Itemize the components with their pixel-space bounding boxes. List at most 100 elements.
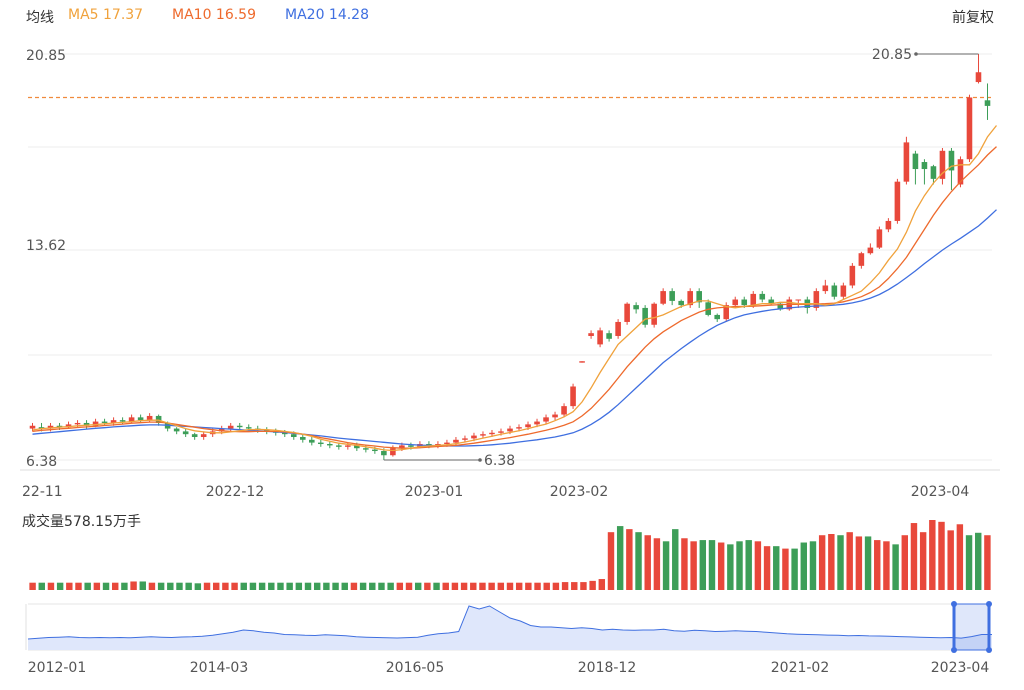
overview-date-label: 2021-02 [771,660,830,676]
date-tick-label: 22-11 [22,484,63,500]
volume-bar [965,535,973,590]
volume-bar [828,534,835,590]
volume-bar [561,582,569,590]
volume-bar [112,582,119,590]
candle-body [876,229,883,248]
candle-body [363,448,369,450]
volume-bar [910,523,918,590]
ma10-legend[interactable]: MA10 16.59 [172,7,256,23]
candle-body [507,428,513,432]
candle-body [74,422,81,425]
volume-bar [975,532,982,590]
candle-body [966,97,973,160]
volume-bar [901,535,908,590]
volume-bar [157,582,165,590]
candle-body [498,431,504,433]
volume-bar [653,538,661,590]
candle-body [831,285,838,297]
volume-bar [543,582,550,590]
candle-body [525,424,531,428]
adjust-mode-button[interactable]: 前复权 [952,10,994,26]
overview-date-label: 2023-04 [931,660,990,676]
candle-body [975,72,982,83]
volume-bar [304,582,312,590]
candle-body [651,303,657,325]
candle-body [858,253,865,266]
volume-bar [47,582,55,590]
candle-body [579,361,585,363]
volume-bar [616,526,624,590]
volume-bar [249,582,257,590]
volume-bar [148,582,156,590]
candle-body [372,449,378,452]
volume-bar [378,582,385,590]
candle-body [47,425,54,429]
volume-bar [332,582,339,590]
candle-body [390,448,396,456]
volume-bar [956,524,964,590]
volume-bar [690,541,697,590]
candle-body [137,417,144,421]
candle-body [552,414,558,418]
candle-body [669,291,675,301]
candle-body [281,432,288,435]
volume-bar [414,582,422,590]
candle-body [444,442,450,445]
candle-body [101,421,108,423]
candle-body [597,330,603,345]
candle-body [263,429,270,432]
candle-body [155,415,162,423]
volume-bar [984,535,991,590]
candle-body [678,300,684,306]
candle-body [984,100,991,106]
overview-navigator[interactable]: 2012-01 2014-03 2016-05 2018-12 2021-02 2023-… [25,601,992,676]
price-grid [20,53,1000,471]
ma20-legend[interactable]: MA20 14.28 [285,7,369,23]
volume-bar [194,583,202,590]
volume-bar [66,582,73,590]
volume-bar [176,582,183,590]
date-tick-label: 2023-01 [405,484,464,500]
volume-bar [589,580,596,590]
volume-bar [212,582,220,590]
candle-body [570,386,576,407]
candle-body [732,299,739,306]
volume-bar [717,542,725,590]
volume-bar [442,582,449,590]
volume-bar [268,582,275,590]
candle-body [696,291,702,303]
candle-body [912,153,919,170]
overview-handle-knob [986,601,992,607]
candle-body [885,220,892,230]
volume-bar [387,582,394,590]
volume-bar [754,541,762,590]
volume-bar [672,529,679,590]
volume-bar [727,544,734,590]
candle-body [119,420,126,422]
ma5-line [32,125,998,452]
volume-bar [460,582,468,590]
candle-body [948,150,955,171]
ma5-legend[interactable]: MA5 17.37 [68,7,144,23]
volume-bar [405,582,413,590]
candle-body [642,307,648,325]
date-tick-label: 2023-02 [550,484,609,500]
volume-bar [84,582,91,590]
max-annotation-dot [914,52,918,56]
candle-body [345,445,351,447]
candle-body [615,321,621,336]
candle-body [894,181,901,221]
candle-body [191,434,198,437]
ma20-line [32,209,997,447]
volume-bar [662,541,670,590]
volume-bar [919,532,927,590]
candle-body [930,166,937,179]
candle-body [480,434,486,436]
indicator-title: 均线 [26,10,54,26]
candle-body [146,415,153,421]
candle-body [534,421,540,425]
volume-bar [800,542,808,590]
volume-bar [626,529,633,590]
price-tick-label: 6.38 [26,454,57,470]
